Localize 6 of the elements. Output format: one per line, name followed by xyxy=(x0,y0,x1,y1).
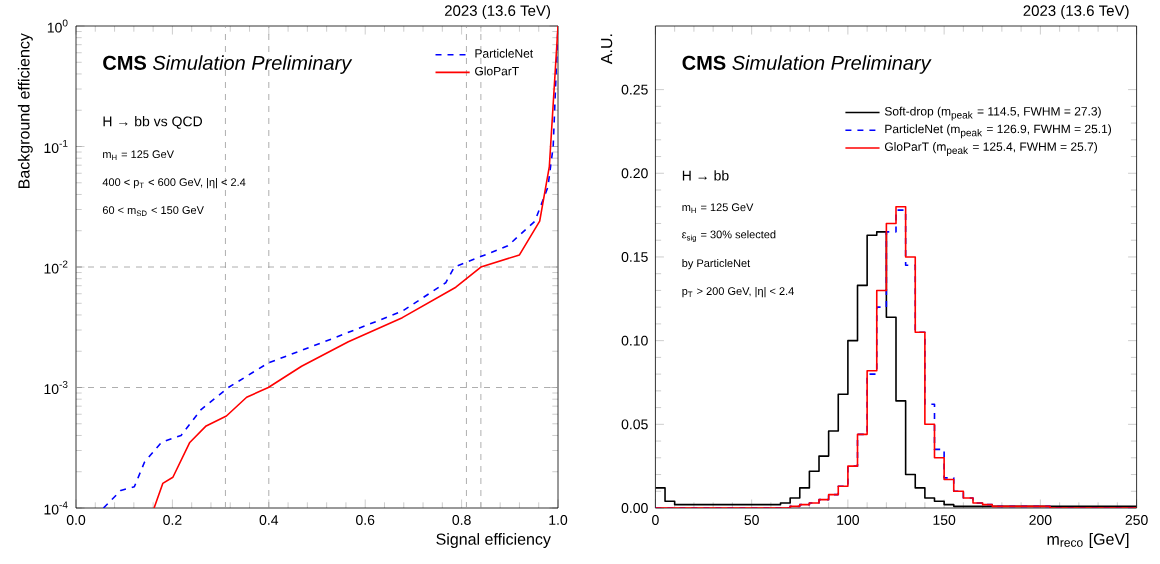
x-axis-title: Signal efficiency xyxy=(436,533,551,548)
text: CMS Simulation Preliminary xyxy=(682,55,932,74)
y-axis-title: Background efficiency xyxy=(17,33,33,188)
y-axis-title: A.U. xyxy=(601,34,613,65)
x-axis-title: m$_{reco}$ [GeV] xyxy=(1047,533,1129,548)
text: CMS Simulation Preliminary xyxy=(103,55,353,74)
